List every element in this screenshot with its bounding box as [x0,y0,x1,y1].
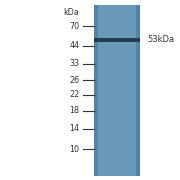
Text: 14: 14 [69,124,79,133]
Bar [94,38,140,42]
Bar [94,5,140,176]
Text: 33: 33 [69,59,79,68]
Text: 26: 26 [69,76,79,85]
Text: 44: 44 [69,41,79,50]
Text: 10: 10 [69,145,79,154]
Text: 70: 70 [69,22,79,31]
Text: 18: 18 [69,106,79,115]
Text: kDa: kDa [63,8,79,17]
Bar [136,5,140,176]
Text: 22: 22 [69,90,79,99]
Text: 53kDa: 53kDa [148,35,175,44]
Bar [94,5,98,176]
